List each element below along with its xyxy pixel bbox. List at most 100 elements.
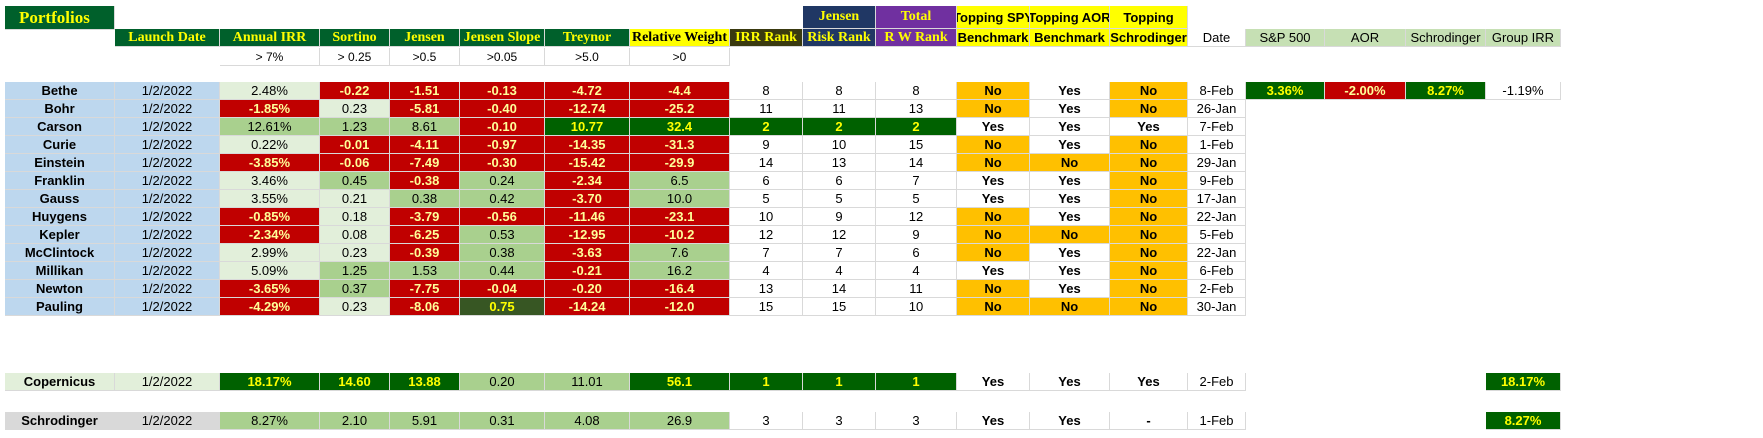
schrodinger-group-irr[interactable]: 8.27%	[1486, 412, 1561, 430]
row-schrodinger-spy[interactable]: Yes	[957, 412, 1030, 430]
row-einstein-treynor[interactable]: -15.42	[545, 154, 630, 172]
row-huygens-schrod[interactable]: No	[1110, 208, 1188, 226]
row-huygens-sortino[interactable]: 0.18	[320, 208, 390, 226]
copernicus-group-irr[interactable]: 18.17%	[1486, 373, 1561, 391]
row-pauling-launch[interactable]: 1/2/2022	[115, 298, 220, 316]
row-bethe-irr_rank[interactable]: 8	[730, 82, 803, 100]
row-franklin-launch[interactable]: 1/2/2022	[115, 172, 220, 190]
row-einstein-sortino[interactable]: -0.06	[320, 154, 390, 172]
header-sortino[interactable]: Sortino	[320, 29, 390, 47]
row-kepler-irr[interactable]: -2.34%	[220, 226, 320, 244]
row-bethe-rw[interactable]: -4.4	[630, 82, 730, 100]
row-bethe-irr[interactable]: 2.48%	[220, 82, 320, 100]
row-einstein-launch[interactable]: 1/2/2022	[115, 154, 220, 172]
row-mcclintock-date[interactable]: 22-Jan	[1188, 244, 1246, 262]
row-schrodinger-name[interactable]: Schrodinger	[5, 412, 115, 430]
header-topping_spy-1[interactable]: Topping SPY	[957, 6, 1030, 29]
row-carson-spy[interactable]: Yes	[957, 118, 1030, 136]
row-newton-irr_rank[interactable]: 13	[730, 280, 803, 298]
row-gauss-treynor[interactable]: -3.70	[545, 190, 630, 208]
row-franklin-name[interactable]: Franklin	[5, 172, 115, 190]
row-bohr-name[interactable]: Bohr	[5, 100, 115, 118]
header-sp500[interactable]: S&P 500	[1246, 29, 1325, 47]
row-carson-irr[interactable]: 12.61%	[220, 118, 320, 136]
row-newton-aor[interactable]: Yes	[1030, 280, 1110, 298]
row-kepler-launch[interactable]: 1/2/2022	[115, 226, 220, 244]
row-millikan-total_rank[interactable]: 4	[876, 262, 957, 280]
row-einstein-irr_rank[interactable]: 14	[730, 154, 803, 172]
row-curie-irr[interactable]: 0.22%	[220, 136, 320, 154]
row-kepler-slope[interactable]: 0.53	[460, 226, 545, 244]
row-einstein-irr[interactable]: -3.85%	[220, 154, 320, 172]
row-copernicus-sortino[interactable]: 14.60	[320, 373, 390, 391]
row-schrodinger-risk_rank[interactable]: 3	[803, 412, 876, 430]
row-curie-schrod[interactable]: No	[1110, 136, 1188, 154]
row-copernicus-treynor[interactable]: 11.01	[545, 373, 630, 391]
row-einstein-date[interactable]: 29-Jan	[1188, 154, 1246, 172]
row-mcclintock-rw[interactable]: 7.6	[630, 244, 730, 262]
header-launch[interactable]: Launch Date	[115, 29, 220, 47]
row-curie-treynor[interactable]: -14.35	[545, 136, 630, 154]
row-mcclintock-aor[interactable]: Yes	[1030, 244, 1110, 262]
row-newton-rw[interactable]: -16.4	[630, 280, 730, 298]
row-gauss-irr[interactable]: 3.55%	[220, 190, 320, 208]
row-franklin-total_rank[interactable]: 7	[876, 172, 957, 190]
row-huygens-irr_rank[interactable]: 10	[730, 208, 803, 226]
row-millikan-name[interactable]: Millikan	[5, 262, 115, 280]
row-bohr-treynor[interactable]: -12.74	[545, 100, 630, 118]
header-topping_schrod-1[interactable]: Topping	[1110, 6, 1188, 29]
row-bohr-launch[interactable]: 1/2/2022	[115, 100, 220, 118]
header-jensen[interactable]: Jensen	[390, 29, 460, 47]
row-millikan-treynor[interactable]: -0.21	[545, 262, 630, 280]
row-schrodinger-launch[interactable]: 1/2/2022	[115, 412, 220, 430]
row-curie-aor[interactable]: Yes	[1030, 136, 1110, 154]
row-pauling-slope[interactable]: 0.75	[460, 298, 545, 316]
header-aor[interactable]: AOR	[1325, 29, 1406, 47]
row-millikan-schrod[interactable]: No	[1110, 262, 1188, 280]
row-copernicus-irr[interactable]: 18.17%	[220, 373, 320, 391]
row-einstein-rw[interactable]: -29.9	[630, 154, 730, 172]
row-gauss-risk_rank[interactable]: 5	[803, 190, 876, 208]
row-pauling-sortino[interactable]: 0.23	[320, 298, 390, 316]
row-carson-date[interactable]: 7-Feb	[1188, 118, 1246, 136]
row-mcclintock-launch[interactable]: 1/2/2022	[115, 244, 220, 262]
row-franklin-date[interactable]: 9-Feb	[1188, 172, 1246, 190]
row-carson-aor[interactable]: Yes	[1030, 118, 1110, 136]
header-date[interactable]: Date	[1188, 29, 1246, 47]
header-slope[interactable]: Jensen Slope	[460, 29, 545, 47]
benchmark-schrodinger[interactable]: 8.27%	[1406, 82, 1486, 100]
row-huygens-rw[interactable]: -23.1	[630, 208, 730, 226]
row-curie-date[interactable]: 1-Feb	[1188, 136, 1246, 154]
row-huygens-irr[interactable]: -0.85%	[220, 208, 320, 226]
row-kepler-name[interactable]: Kepler	[5, 226, 115, 244]
row-gauss-irr_rank[interactable]: 5	[730, 190, 803, 208]
row-curie-total_rank[interactable]: 15	[876, 136, 957, 154]
row-curie-launch[interactable]: 1/2/2022	[115, 136, 220, 154]
row-schrodinger-sortino[interactable]: 2.10	[320, 412, 390, 430]
row-gauss-slope[interactable]: 0.42	[460, 190, 545, 208]
row-newton-treynor[interactable]: -0.20	[545, 280, 630, 298]
row-einstein-name[interactable]: Einstein	[5, 154, 115, 172]
row-bohr-total_rank[interactable]: 13	[876, 100, 957, 118]
row-franklin-rw[interactable]: 6.5	[630, 172, 730, 190]
row-einstein-schrod[interactable]: No	[1110, 154, 1188, 172]
row-pauling-name[interactable]: Pauling	[5, 298, 115, 316]
row-copernicus-name[interactable]: Copernicus	[5, 373, 115, 391]
row-millikan-launch[interactable]: 1/2/2022	[115, 262, 220, 280]
row-copernicus-spy[interactable]: Yes	[957, 373, 1030, 391]
row-franklin-schrod[interactable]: No	[1110, 172, 1188, 190]
row-bethe-aor[interactable]: Yes	[1030, 82, 1110, 100]
row-schrodinger-irr[interactable]: 8.27%	[220, 412, 320, 430]
row-curie-rw[interactable]: -31.3	[630, 136, 730, 154]
row-newton-total_rank[interactable]: 11	[876, 280, 957, 298]
row-schrodinger-treynor[interactable]: 4.08	[545, 412, 630, 430]
row-mcclintock-jensen[interactable]: -0.39	[390, 244, 460, 262]
row-bohr-aor[interactable]: Yes	[1030, 100, 1110, 118]
row-franklin-risk_rank[interactable]: 6	[803, 172, 876, 190]
row-gauss-launch[interactable]: 1/2/2022	[115, 190, 220, 208]
row-bethe-launch[interactable]: 1/2/2022	[115, 82, 220, 100]
row-bethe-total_rank[interactable]: 8	[876, 82, 957, 100]
row-mcclintock-slope[interactable]: 0.38	[460, 244, 545, 262]
row-millikan-rw[interactable]: 16.2	[630, 262, 730, 280]
threshold-irr[interactable]: > 7%	[220, 48, 320, 66]
